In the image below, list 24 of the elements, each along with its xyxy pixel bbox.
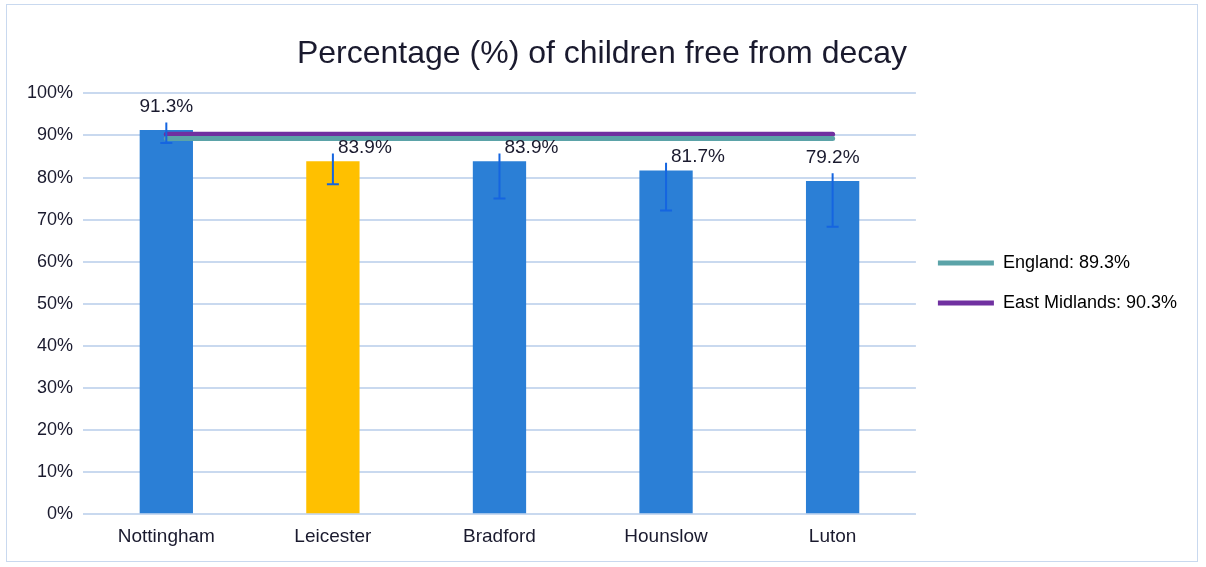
y-tick-label: 0% xyxy=(47,503,74,524)
x-tick-label: Hounslow xyxy=(624,524,709,546)
y-tick-label: 100% xyxy=(26,82,74,103)
data-label: 81.7% xyxy=(671,145,726,167)
data-label: 83.9% xyxy=(504,135,559,157)
y-tick-label: 50% xyxy=(37,292,74,313)
chart-title: Percentage (%) of children free from decay xyxy=(296,34,908,71)
y-tick-label: 30% xyxy=(37,376,74,397)
y-tick-label: 10% xyxy=(37,461,74,482)
data-label: 83.9% xyxy=(337,135,392,157)
y-tick-label: 70% xyxy=(37,208,74,229)
y-tick-label: 40% xyxy=(37,334,74,355)
x-tick-label: Bradford xyxy=(463,524,536,546)
legend-label: England: 89.3% xyxy=(1002,251,1131,272)
data-label: 91.3% xyxy=(139,95,194,117)
x-tick-label: Leicester xyxy=(294,524,373,546)
legend-label: East Midlands: 90.3% xyxy=(1002,291,1177,312)
data-label: 79.2% xyxy=(805,146,860,168)
x-tick-label: Nottingham xyxy=(117,524,215,546)
y-tick-label: 90% xyxy=(37,124,74,145)
y-tick-label: 20% xyxy=(37,419,74,440)
x-tick-label: Luton xyxy=(808,524,857,546)
y-tick-label: 60% xyxy=(37,250,74,271)
y-tick-label: 80% xyxy=(37,166,74,187)
